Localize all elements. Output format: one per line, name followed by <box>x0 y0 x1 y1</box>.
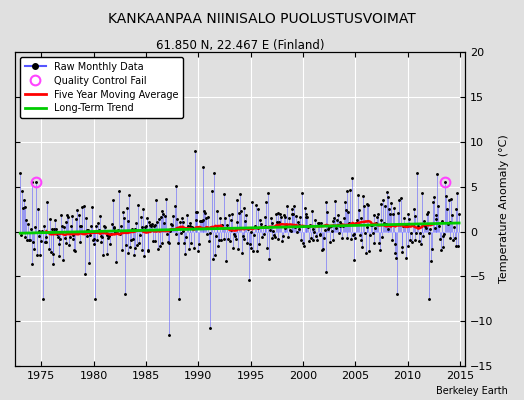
Text: Berkeley Earth: Berkeley Earth <box>436 386 508 396</box>
Text: KANKAANPAA NIINISALO PUOLUSTUSVOIMAT: KANKAANPAA NIINISALO PUOLUSTUSVOIMAT <box>108 12 416 26</box>
Legend: Raw Monthly Data, Quality Control Fail, Five Year Moving Average, Long-Term Tren: Raw Monthly Data, Quality Control Fail, … <box>20 57 183 118</box>
Y-axis label: Temperature Anomaly (°C): Temperature Anomaly (°C) <box>499 135 509 284</box>
Title: 61.850 N, 22.467 E (Finland): 61.850 N, 22.467 E (Finland) <box>156 39 324 52</box>
